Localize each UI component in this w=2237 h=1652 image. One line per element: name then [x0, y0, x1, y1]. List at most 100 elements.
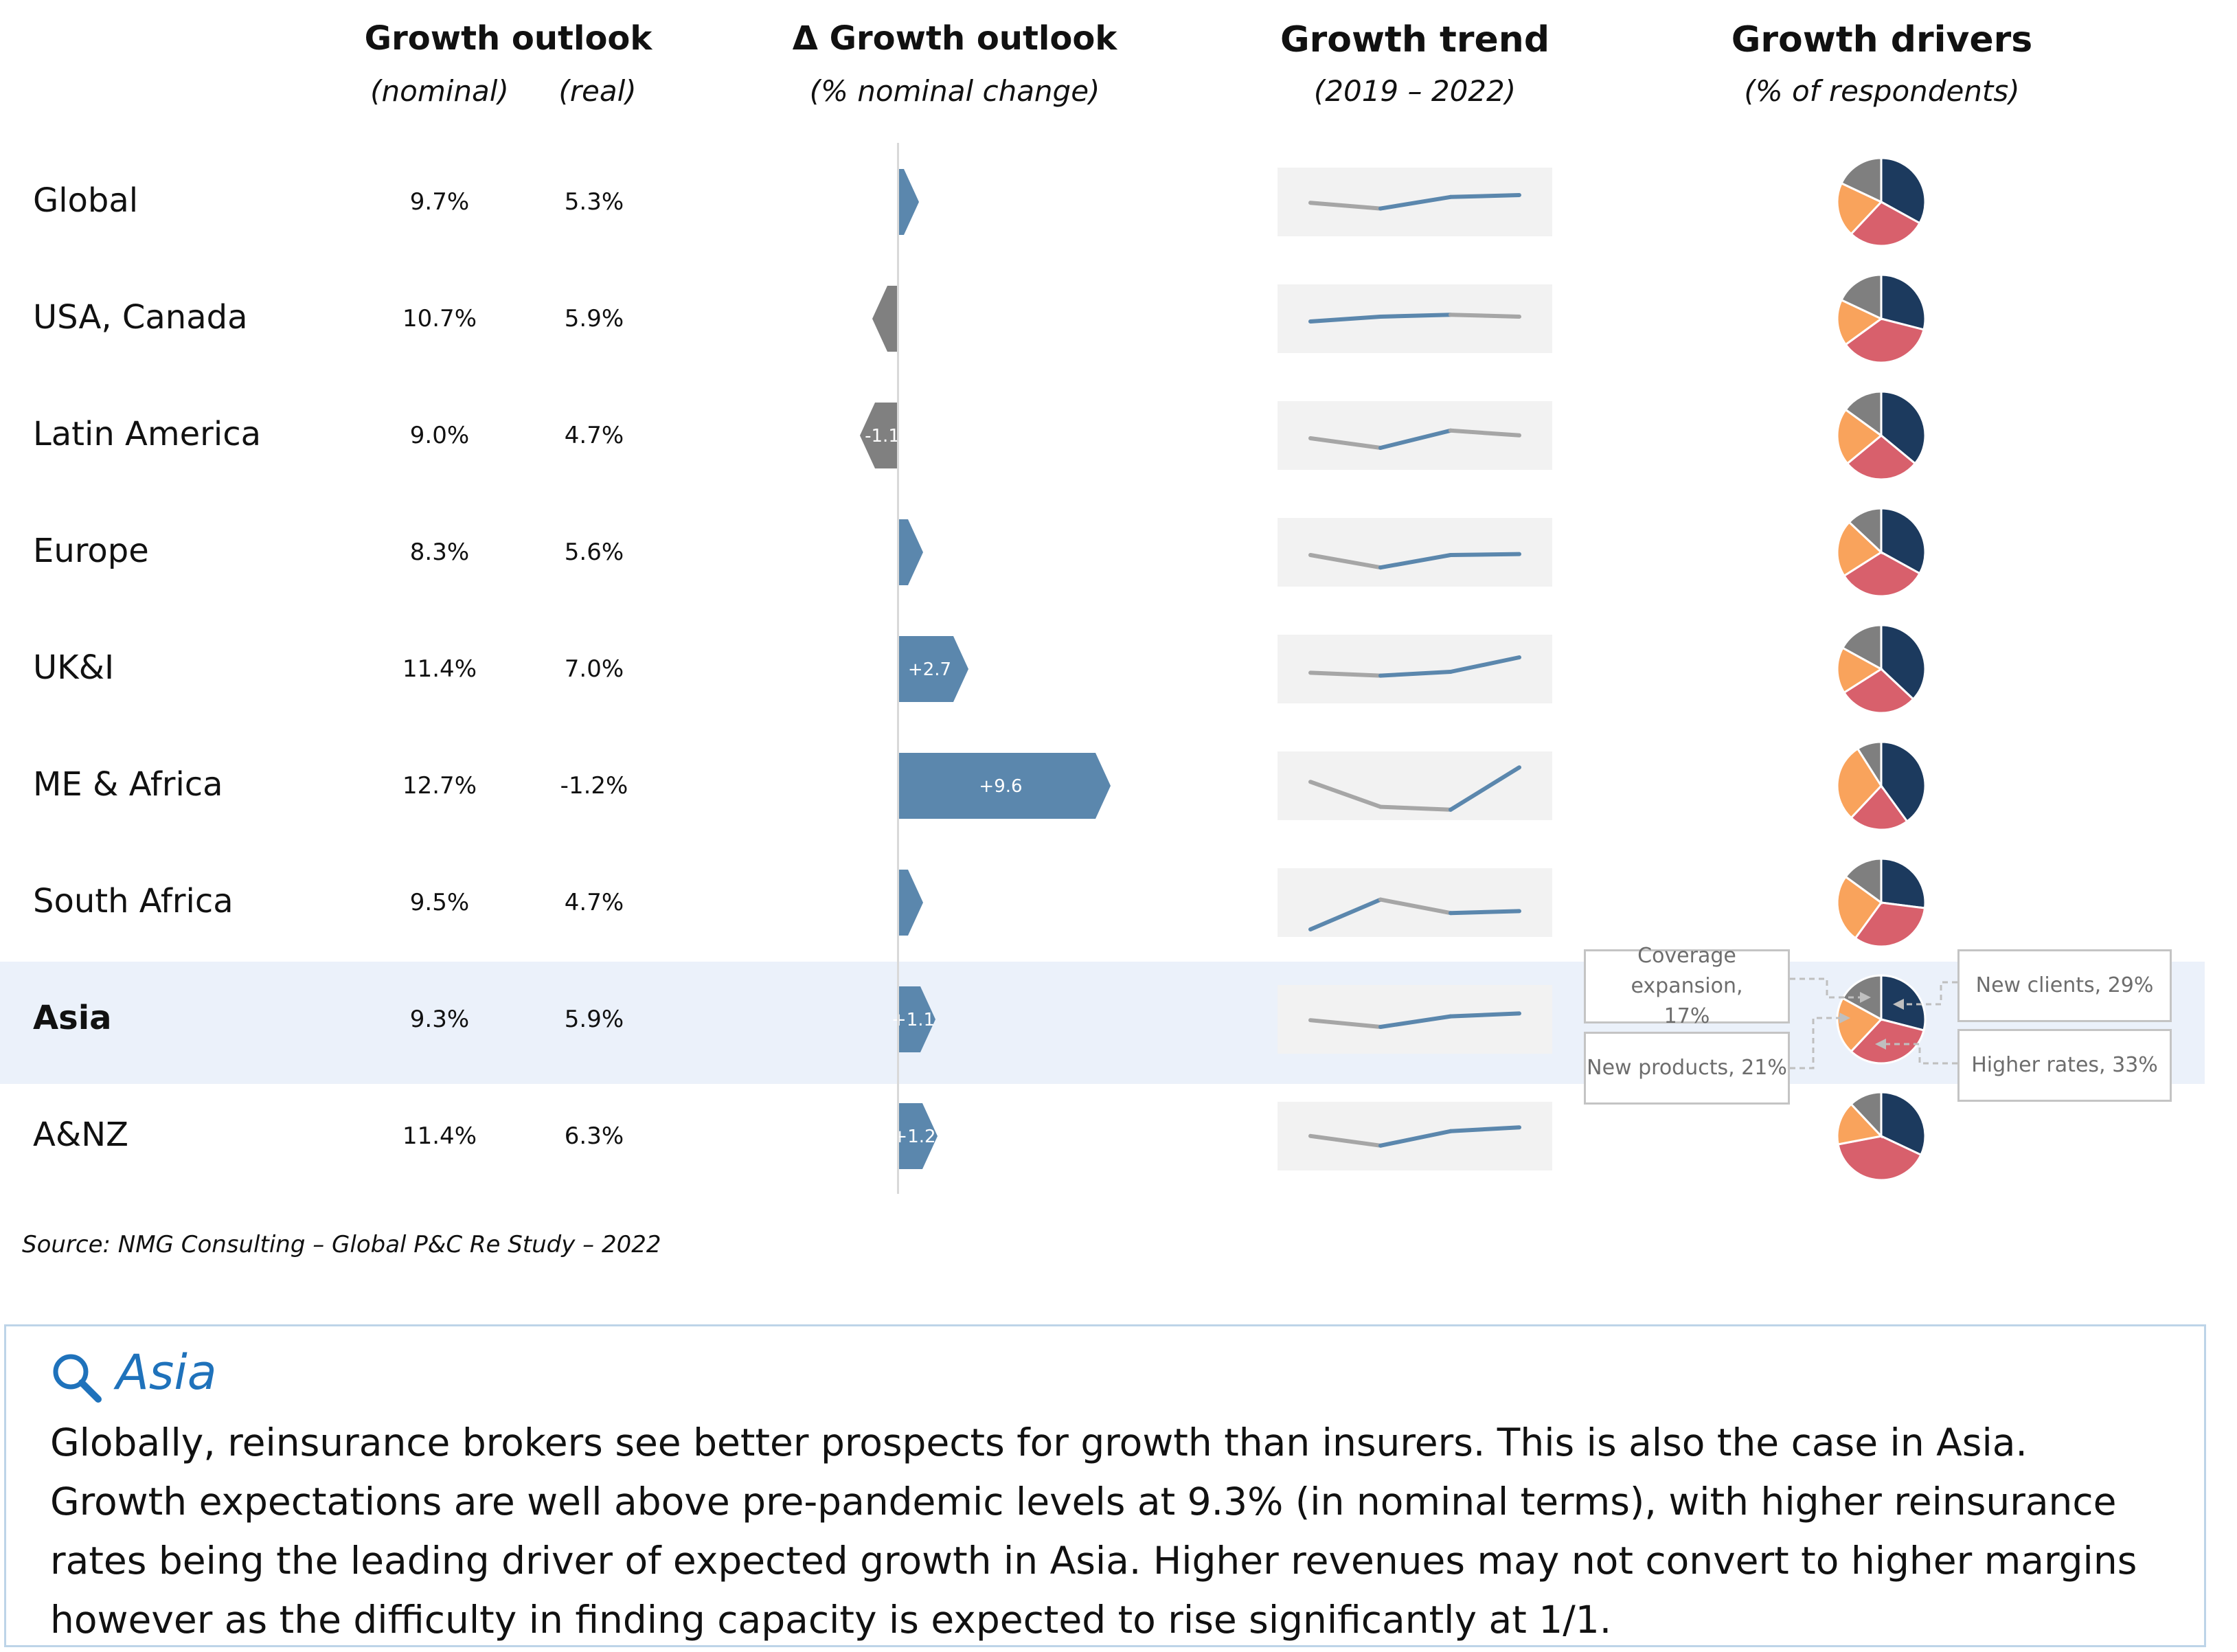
pie-slice-coverage: [1844, 857, 1883, 905]
delta-bar-svg: [872, 286, 898, 352]
callout-new-products: New products, 21%: [1584, 1032, 1790, 1105]
pie-slice-coverage: [1840, 273, 1883, 321]
region-label: ME & Africa: [33, 765, 223, 804]
header-delta: Δ Growth outlook: [792, 19, 1117, 58]
pie-slice-coverage: [1844, 390, 1883, 438]
region-label: Global: [33, 181, 139, 220]
trend-segment: [1308, 1133, 1383, 1148]
delta-bar-svg: -1.1: [860, 403, 900, 468]
pie-slice-coverage: [1856, 740, 1883, 790]
real-value: 5.6%: [564, 539, 624, 566]
header-delta-sub: (% nominal change): [809, 74, 1100, 108]
trend-segment: [1308, 436, 1383, 450]
driver-pie: [1836, 273, 1927, 364]
header-drivers-sub: (% of respondents): [1744, 74, 2020, 108]
real-value: 7.0%: [564, 655, 624, 683]
trend-background: [1278, 635, 1552, 703]
real-value: 4.7%: [564, 889, 624, 916]
trend-sparkline: [1278, 401, 1552, 470]
header-drivers: Growth drivers: [1731, 19, 2033, 60]
pie-slice-coverage: [1848, 507, 1883, 555]
arrow-higher-rates: [1875, 1039, 1886, 1050]
delta-bar-svg: [898, 870, 923, 936]
real-value: 5.3%: [564, 188, 624, 216]
trend-segment: [1308, 315, 1383, 324]
driver-pie: [1836, 857, 1927, 948]
delta-axis: [897, 143, 899, 1194]
trend-segment: [1308, 780, 1383, 809]
trend-segment: [1308, 201, 1383, 211]
delta-bar: [898, 636, 968, 702]
delta-label: -1.1: [865, 426, 900, 446]
trend-segment: [1449, 1125, 1521, 1133]
real-value: 6.3%: [564, 1122, 624, 1150]
pie-slice-higher-rates: [1842, 551, 1922, 598]
nominal-value: 10.7%: [402, 305, 477, 332]
trend-segment: [1378, 804, 1453, 812]
trend-sparkline: [1278, 284, 1552, 353]
pie-slice-coverage: [1840, 157, 1883, 204]
pie-slice-higher-rates: [1844, 317, 1925, 364]
driver-pie: [1836, 507, 1927, 598]
delta-bar: [898, 753, 1111, 819]
pie-slice-new-clients: [1880, 857, 1927, 909]
insight-box: Asia Globally, reinsurance brokers see b…: [4, 1324, 2206, 1647]
real-value: 5.9%: [564, 1006, 624, 1033]
arrow-new-clients: [1893, 999, 1904, 1010]
trend-segment: [1378, 428, 1453, 450]
insight-title: Asia: [116, 1344, 217, 1401]
region-label: Latin America: [33, 415, 261, 453]
header-growth-outlook: Growth outlook: [364, 19, 652, 58]
trend-segment: [1378, 897, 1453, 916]
pie-slice-higher-rates: [1850, 784, 1909, 831]
region-label: Europe: [33, 532, 149, 570]
delta-bar-svg: +2.7: [898, 636, 968, 702]
pie-slice-new-clients: [1880, 740, 1927, 823]
pie-slice-coverage: [1850, 1091, 1883, 1139]
pie-slice-new-products: [1836, 997, 1883, 1053]
trend-segment: [1449, 765, 1521, 812]
header-real: (real): [558, 74, 637, 108]
pie-slice-higher-rates: [1837, 1135, 1922, 1181]
trend-segment: [1308, 670, 1383, 678]
trend-segment: [1449, 428, 1521, 438]
delta-bar: [898, 986, 935, 1052]
trend-segment: [1449, 552, 1521, 557]
delta-bar: [898, 1103, 938, 1169]
source-note: Source: NMG Consulting – Global P&C Re S…: [22, 1231, 661, 1258]
trend-segment: [1449, 1011, 1521, 1019]
region-label: South Africa: [33, 882, 234, 920]
real-value: 5.9%: [564, 305, 624, 332]
connector-higher-rates: [1879, 1043, 1957, 1065]
region-label: Asia: [33, 999, 112, 1037]
trend-segment: [1378, 1014, 1453, 1029]
trend-sparkline: [1278, 168, 1552, 236]
delta-bar-svg: +9.6: [898, 753, 1111, 819]
delta-label: +1.2: [892, 1127, 935, 1147]
pie-slice-higher-rates: [1850, 1018, 1925, 1065]
delta-bar: [872, 286, 898, 352]
nominal-value: 9.0%: [409, 422, 470, 449]
trend-sparkline: [1278, 635, 1552, 703]
trend-segment: [1308, 897, 1383, 931]
trend-segment: [1449, 655, 1521, 674]
pie-slice-new-products: [1836, 1102, 1883, 1146]
delta-bar-svg: [898, 169, 919, 235]
trend-segment: [1308, 553, 1383, 570]
trend-segment: [1378, 670, 1453, 678]
pie-slice-new-clients: [1880, 273, 1927, 331]
pie-slice-higher-rates: [1854, 901, 1927, 948]
trend-segment: [1378, 1129, 1453, 1148]
trend-segment: [1449, 193, 1521, 199]
region-label: UK&I: [33, 648, 115, 687]
driver-pie: [1836, 1091, 1927, 1181]
pie-slice-coverage: [1841, 624, 1883, 671]
delta-bar: [860, 403, 898, 468]
real-value: -1.2%: [560, 772, 628, 800]
header-trend: Growth trend: [1280, 19, 1550, 60]
pie-slice-new-products: [1836, 408, 1883, 465]
pie-slice-new-products: [1836, 747, 1883, 819]
pie-slice-new-products: [1836, 298, 1883, 346]
region-label: USA, Canada: [33, 298, 248, 337]
nominal-value: 11.4%: [402, 655, 477, 683]
